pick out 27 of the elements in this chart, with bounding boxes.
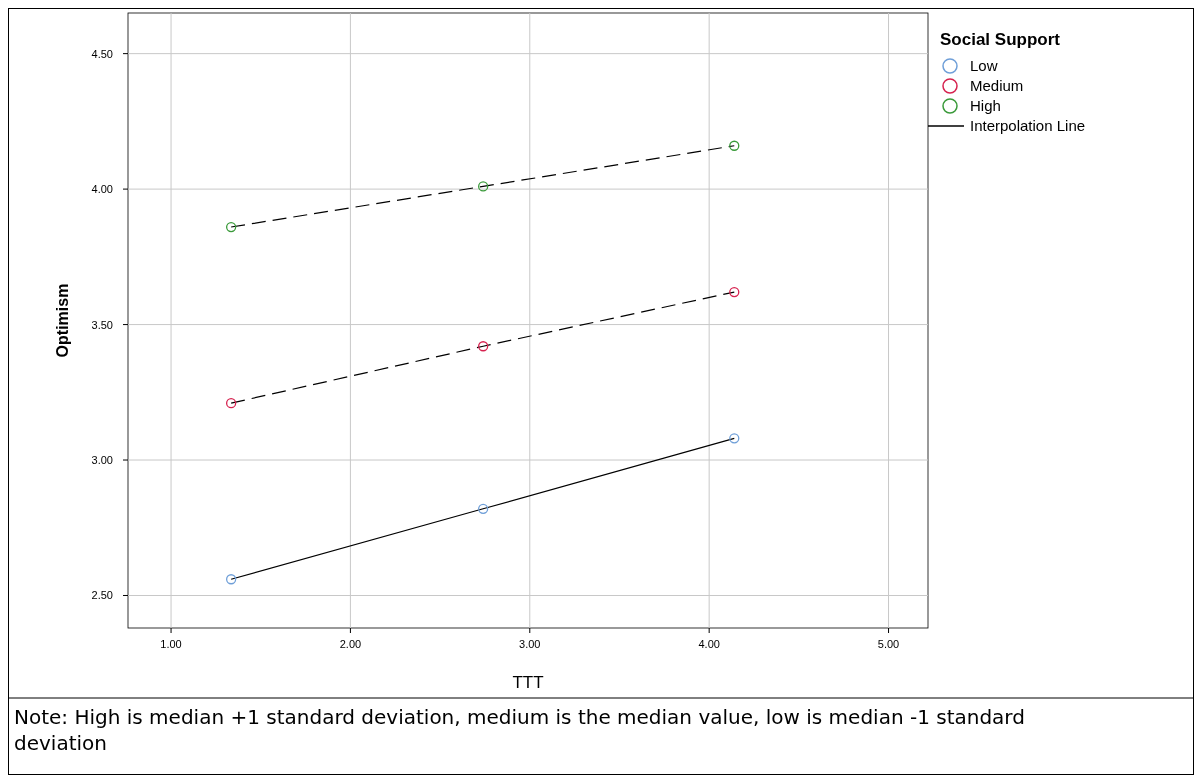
legend-title: Social Support: [940, 30, 1061, 49]
y-tick-label: 3.00: [91, 454, 113, 467]
legend-label: Interpolation Line: [970, 117, 1086, 134]
y-tick-label: 3.50: [91, 318, 113, 331]
point: [225, 397, 237, 409]
point: [478, 181, 489, 192]
x-tick-label: 2.00: [339, 638, 362, 650]
x-tick-label: 1.00: [160, 638, 182, 650]
y-tick-label: 4.50: [91, 47, 113, 60]
x-tick-label: 5.00: [877, 638, 900, 650]
legend-label: High: [970, 97, 1001, 114]
y-tick-label: 4.00: [91, 183, 113, 196]
x-tick-label: 3.00: [519, 638, 541, 650]
point: [729, 286, 740, 298]
y-tick-label: 2.50: [91, 589, 113, 602]
y-axis-title: Optimism: [54, 283, 71, 358]
point: [225, 221, 237, 233]
text: Note: High is median +1 standard deviation, medium is the median value, low is median -1 standard deviation: [14, 705, 1025, 755]
point: [729, 140, 740, 151]
legend-label: Medium: [970, 77, 1024, 94]
point: [478, 503, 489, 514]
point: [225, 574, 237, 585]
point: [478, 341, 489, 352]
x-tick-label: 4.00: [698, 638, 720, 650]
x-axis-title: TTT: [512, 673, 544, 692]
point: [729, 433, 740, 444]
legend-label: Low: [970, 57, 998, 74]
